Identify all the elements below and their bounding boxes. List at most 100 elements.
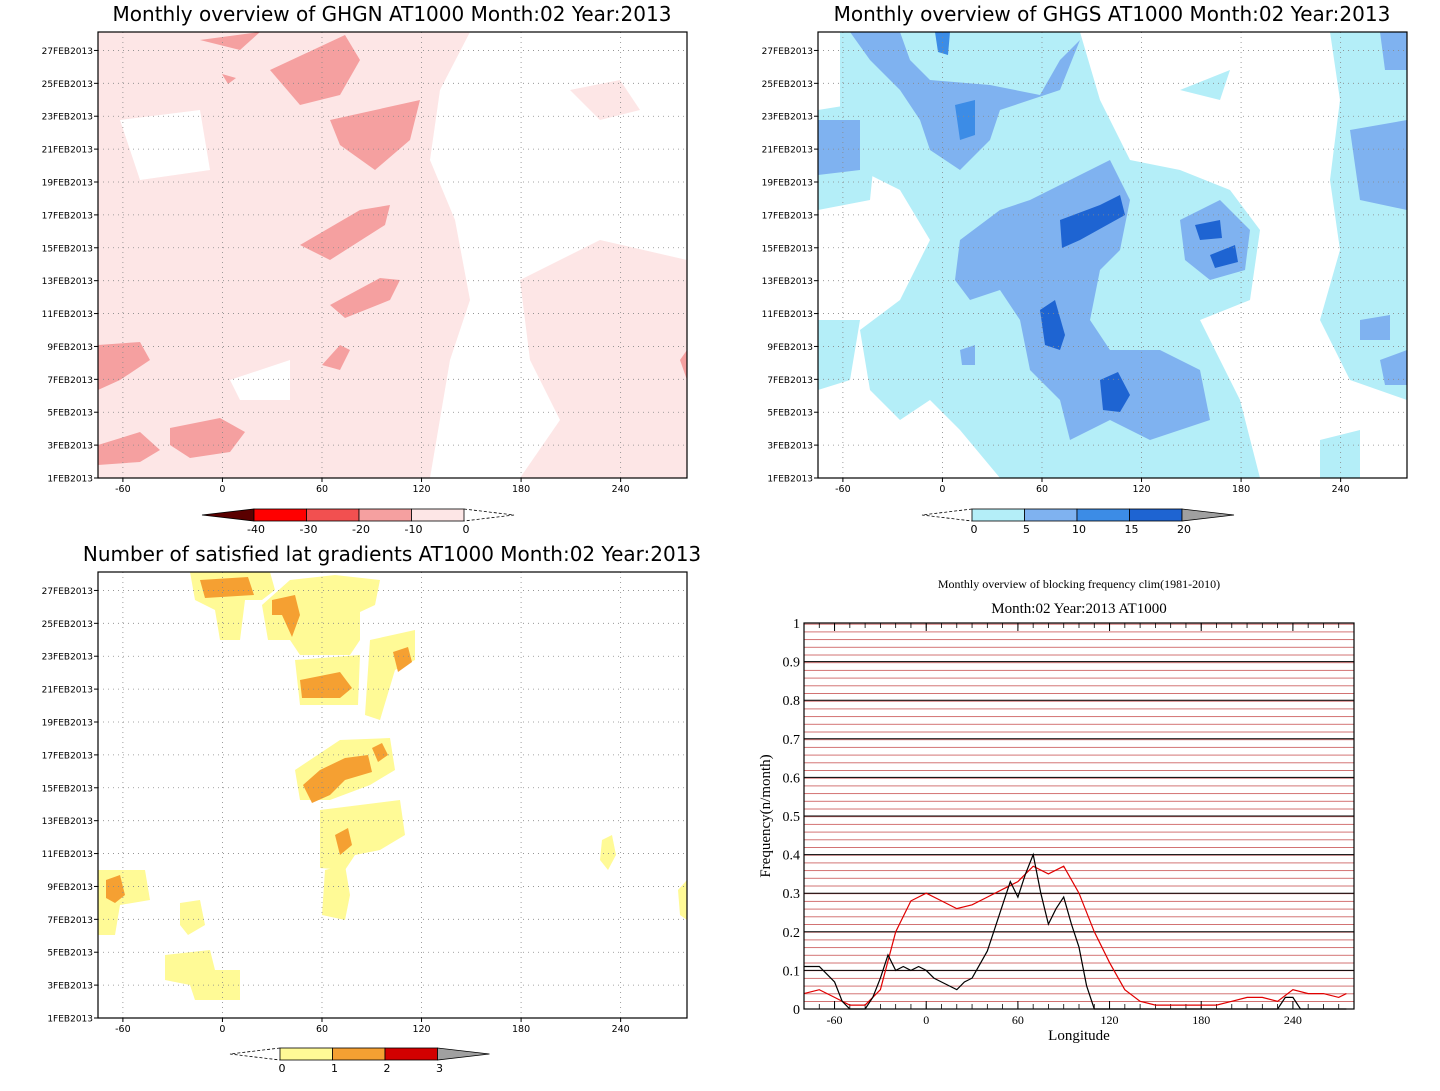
x-tick-label: 240 <box>612 484 630 495</box>
ghgs-x-ticks: -60 0 60 120 180 240 <box>835 478 1350 495</box>
y-tick-label: 0.4 <box>783 849 801 864</box>
ghgs-y-ticks: 1FEB2013 3FEB2013 5FEB2013 7FEB2013 9FEB2013… <box>762 47 818 485</box>
x-tick-label: 0 <box>939 484 945 495</box>
y-tick-label: 3FEB2013 <box>47 982 93 992</box>
ghgn-panel: Monthly overview of GHGN AT1000 Month:02… <box>42 2 688 536</box>
ghgs-region-mid <box>1380 350 1407 385</box>
y-tick-label: 21FEB2013 <box>42 146 93 156</box>
blocking-subtitle: Month:02 Year:2013 AT1000 <box>991 601 1166 617</box>
x-tick-label: 120 <box>1101 1013 1119 1027</box>
grad-region-yellow <box>320 800 405 870</box>
y-tick-label: 0.5 <box>783 810 801 825</box>
ghgn-region-white <box>120 110 210 180</box>
y-tick-label: 5FEB2013 <box>47 409 93 419</box>
ghgn-region-mid <box>300 205 390 260</box>
x-tick-label: 0 <box>923 1013 929 1027</box>
y-tick-label: 27FEB2013 <box>42 47 93 57</box>
colorbar-segment <box>384 1047 438 1061</box>
y-tick-label: 9FEB2013 <box>47 343 93 353</box>
y-tick-label: 23FEB2013 <box>762 113 813 123</box>
y-tick-label: 13FEB2013 <box>762 277 813 287</box>
blocking-frame <box>803 622 1355 1010</box>
ghgs-colorbar: 0 5 10 15 20 <box>921 508 1235 536</box>
ghgs-region-mid <box>1380 32 1407 70</box>
colorbar-label: 5 <box>1023 523 1030 536</box>
grad-region-yellow <box>98 870 150 935</box>
y-tick-label: 23FEB2013 <box>42 653 93 663</box>
y-tick-label: 19FEB2013 <box>42 719 93 729</box>
x-tick-label: 60 <box>1012 1013 1024 1027</box>
y-tick-label: 11FEB2013 <box>42 850 93 860</box>
y-tick-label: 17FEB2013 <box>42 751 93 761</box>
y-tick-label: 0.3 <box>783 887 801 902</box>
y-tick-label: 19FEB2013 <box>762 179 813 189</box>
ghgs-region-light <box>1180 70 1230 100</box>
colorbar-segment <box>1129 508 1183 522</box>
y-tick-label: 0.2 <box>783 926 801 941</box>
ghgs-contours <box>818 32 1407 478</box>
x-tick-label: 120 <box>412 1024 430 1035</box>
blocking-xlabel: Longitude <box>1048 1028 1110 1044</box>
colorbar-segment <box>306 508 360 522</box>
grad-region-orange <box>393 647 412 672</box>
ghgs-region-mid <box>955 160 1210 440</box>
colorbar-label: 3 <box>436 1062 443 1075</box>
y-tick-label: 5FEB2013 <box>47 949 93 959</box>
ghgn-region-mid <box>680 350 687 380</box>
colorbar-segment <box>358 508 412 522</box>
ghgn-region-mid <box>330 278 400 318</box>
x-tick-label: 240 <box>1284 1013 1302 1027</box>
grad-frame <box>97 571 688 1019</box>
y-tick-label: 7FEB2013 <box>47 916 93 926</box>
grad-region-orange <box>335 828 352 855</box>
x-tick-label: -60 <box>827 1013 843 1027</box>
ghgn-region-mid <box>222 74 236 84</box>
y-tick-label: 0.7 <box>783 733 801 748</box>
y-tick-label: 25FEB2013 <box>762 80 813 90</box>
ghgs-region-dark <box>1195 220 1222 240</box>
y-tick-label: 1FEB2013 <box>47 475 93 485</box>
ghgn-region-light <box>600 280 687 440</box>
colorbar-segment <box>279 1047 333 1061</box>
grad-region-orange <box>200 577 254 598</box>
y-tick-label: 1 <box>793 617 800 632</box>
y-tick-label: 0.6 <box>783 771 801 786</box>
x-tick-label: 60 <box>316 484 328 495</box>
x-tick-label: 180 <box>1192 1013 1210 1027</box>
y-tick-label: 0.9 <box>783 656 801 671</box>
grad-panel: Number of satisfied lat gradients AT1000… <box>42 542 702 1075</box>
y-tick-label: 15FEB2013 <box>42 244 93 254</box>
grad-region-orange <box>272 595 300 637</box>
colorbar-right-triangle <box>437 1047 490 1061</box>
x-tick-label: 60 <box>1036 484 1048 495</box>
y-tick-label: 13FEB2013 <box>42 277 93 287</box>
colorbar-label: -10 <box>405 523 423 536</box>
ghgn-region-mid <box>200 32 260 50</box>
y-tick-label: 27FEB2013 <box>42 587 93 597</box>
x-tick-label: 180 <box>1232 484 1250 495</box>
y-tick-label: 25FEB2013 <box>42 620 93 630</box>
ghgs-region-dark <box>1100 372 1130 412</box>
colorbar-segment <box>253 508 307 522</box>
ghgn-region-white <box>230 360 290 400</box>
ghgn-colorbar: -40 -30 -20 -10 0 <box>201 508 515 536</box>
y-tick-label: 5FEB2013 <box>767 409 813 419</box>
grad-contours <box>98 572 687 1000</box>
y-tick-label: 0 <box>793 1003 800 1018</box>
colorbar-label: 10 <box>1072 523 1086 536</box>
x-tick-label: 120 <box>412 484 430 495</box>
colorbar-label: -40 <box>247 523 265 536</box>
climatology-series-line <box>803 865 1347 1006</box>
grad-region-orange <box>303 755 372 803</box>
y-tick-label: 9FEB2013 <box>47 883 93 893</box>
ghgs-region-dark <box>1040 300 1065 350</box>
colorbar-segment <box>411 508 465 522</box>
y-tick-label: 13FEB2013 <box>42 817 93 827</box>
ghgn-region-mid <box>270 35 360 105</box>
ghgn-region-mid <box>170 418 245 458</box>
y-tick-label: 9FEB2013 <box>767 343 813 353</box>
y-tick-label: 0.8 <box>783 694 801 709</box>
x-tick-label: 180 <box>512 484 530 495</box>
ghgs-region-dark <box>1060 195 1125 248</box>
